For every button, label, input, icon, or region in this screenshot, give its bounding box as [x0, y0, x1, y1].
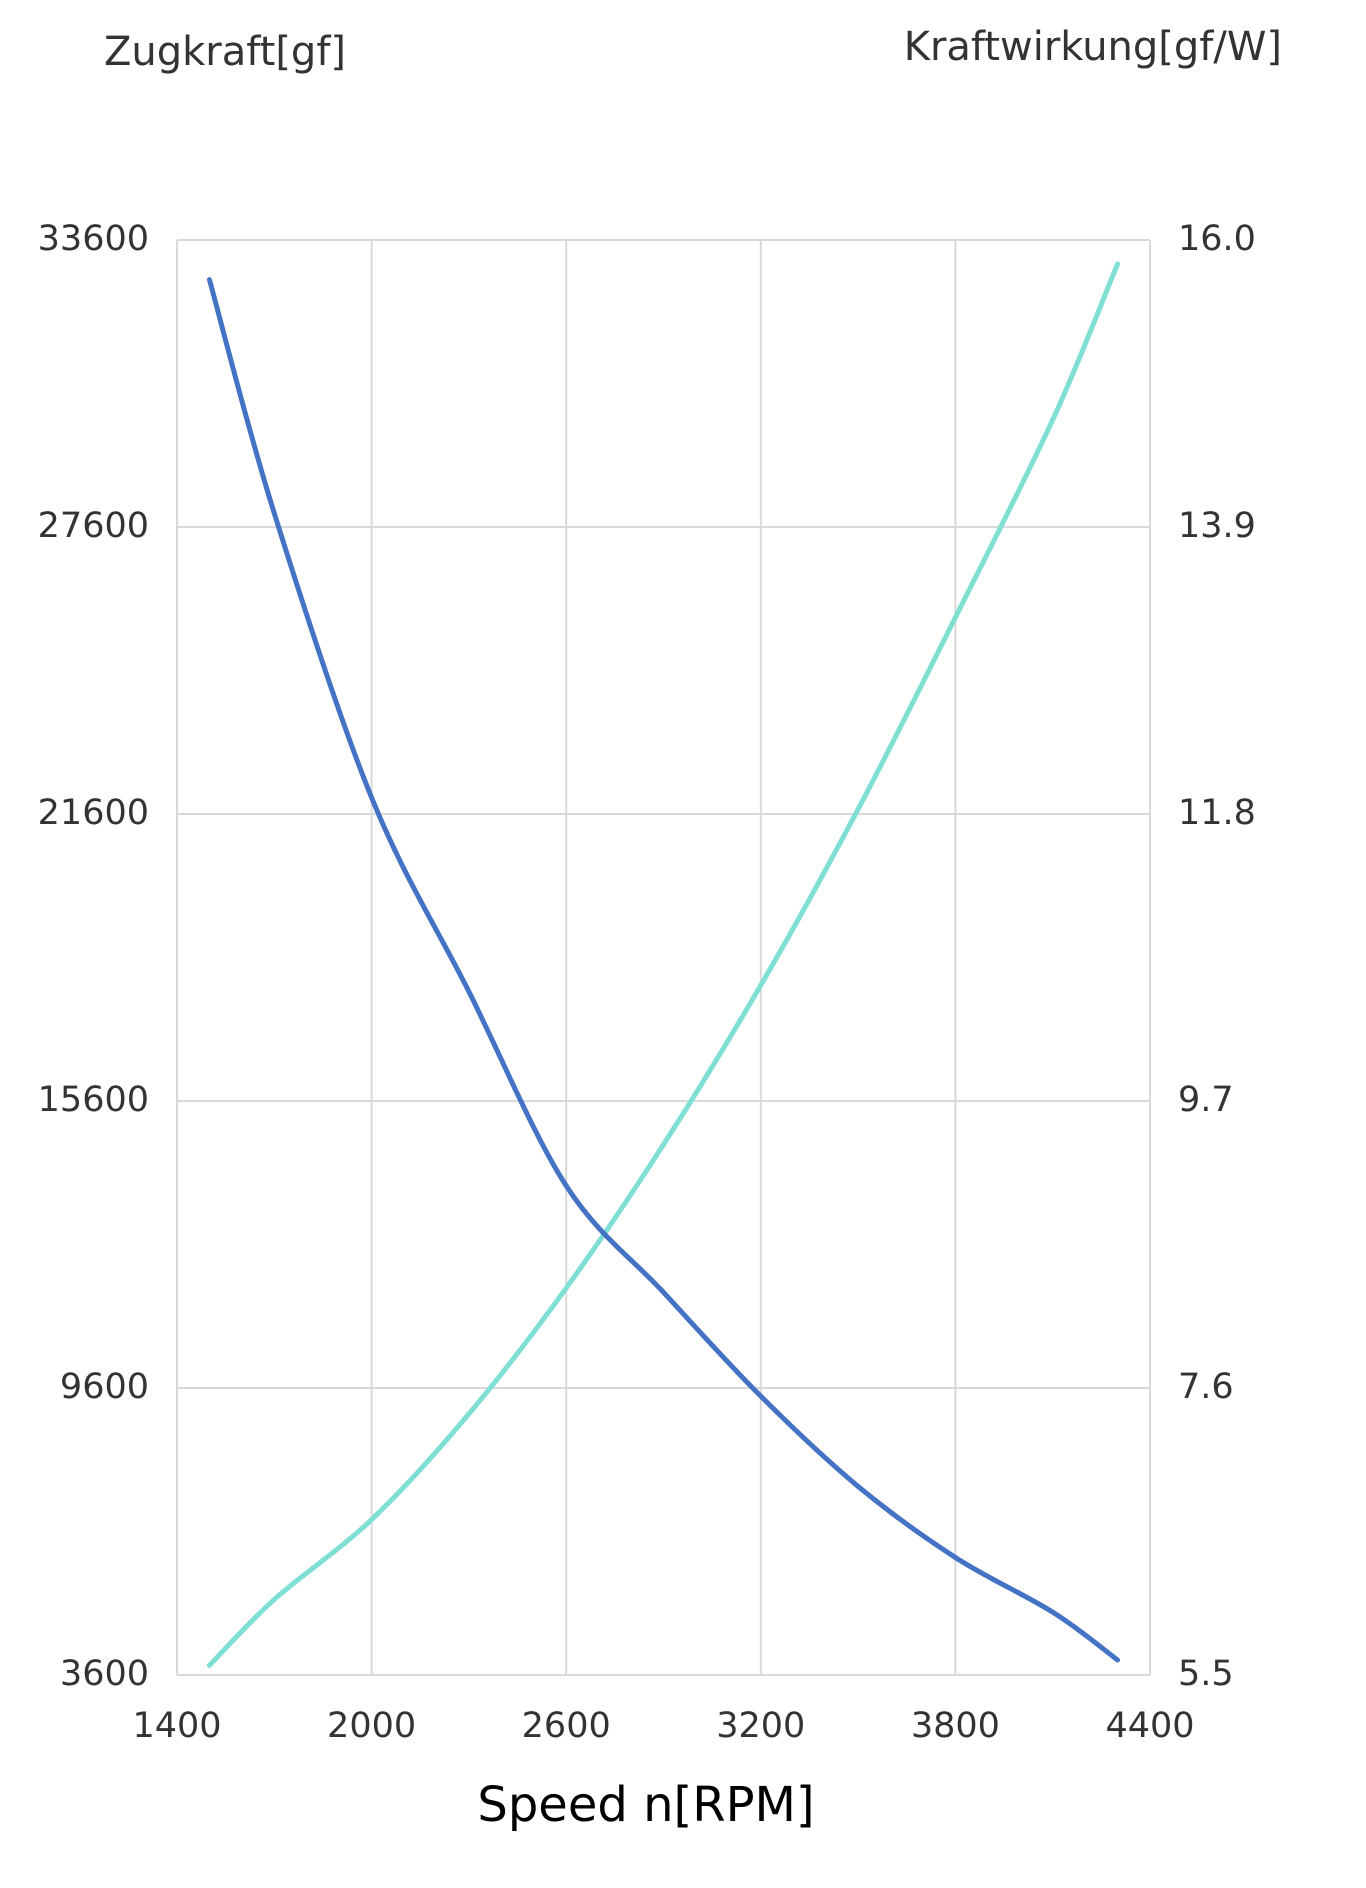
x-axis-title: Speed n[RPM]: [477, 1777, 814, 1833]
x-tick-label: 3200: [716, 1706, 805, 1746]
series-line: [206, 261, 1121, 1668]
left-axis-title: Zugkraft[gf]: [104, 29, 346, 75]
y-tick-label: 21600: [38, 793, 149, 833]
right-axis-title: Kraftwirkung[gf/W]: [904, 24, 1282, 70]
y2-tick-label: 9.7: [1178, 1080, 1234, 1120]
y2-tick-label: 13.9: [1178, 506, 1256, 546]
x-tick-label: 1400: [132, 1706, 221, 1746]
y-tick-label: 27600: [38, 506, 149, 546]
x-tick-label: 2000: [327, 1706, 416, 1746]
y2-tick-label: 11.8: [1178, 793, 1256, 833]
y-tick-label: 15600: [38, 1080, 149, 1120]
x-tick-label: 3800: [911, 1706, 1000, 1746]
y2-tick-label: 16.0: [1178, 219, 1256, 259]
y2-tick-label: 5.5: [1178, 1654, 1234, 1694]
y2-tick-label: 7.6: [1178, 1367, 1234, 1407]
y-tick-label: 33600: [38, 219, 149, 259]
y-tick-label: 3600: [60, 1654, 149, 1694]
x-tick-label: 4400: [1105, 1706, 1194, 1746]
series-line: [206, 277, 1121, 1663]
y-tick-label: 9600: [60, 1367, 149, 1407]
x-tick-label: 2600: [522, 1706, 611, 1746]
